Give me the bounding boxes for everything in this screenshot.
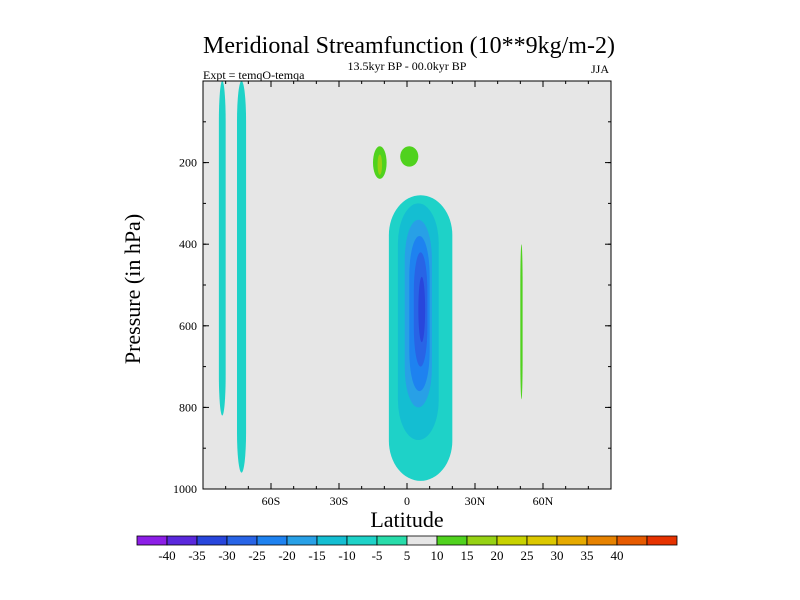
colorbar-label-14: 35: [581, 548, 594, 563]
chart-subtitle-right: JJA: [591, 62, 609, 76]
chart-subtitle-left: Expt = temqO-temqa: [203, 68, 305, 82]
contour-region-12: [377, 154, 383, 175]
contour-region-0: [218, 81, 226, 416]
colorbar-box-0: [136, 535, 168, 546]
axes: 60S 30S 0 30N 60N 200 400 600 800 1000: [173, 80, 612, 508]
contour-region-14: [520, 244, 523, 400]
colorbar-box-3: [226, 535, 258, 546]
colorbar-label-15: 40: [611, 548, 624, 563]
colorbar-label-8: 5: [404, 548, 411, 563]
x-tick-label-2: 0: [404, 494, 410, 508]
y-tick-label-1: 400: [179, 237, 197, 251]
colorbar-label-13: 30: [551, 548, 564, 563]
colorbar-box-2: [196, 535, 228, 546]
contour-region-7: [418, 276, 426, 343]
contour-region-10: [509, 81, 550, 469]
contour-region-1: [237, 81, 247, 473]
colorbar-box-15: [586, 535, 618, 546]
colorbar-box-5: [286, 535, 318, 546]
colorbar-box-7: [346, 535, 378, 546]
chart-title: Meridional Streamfunction (10**9kg/m-2): [203, 33, 615, 59]
y-tick-label-0: 200: [179, 156, 197, 170]
colorbar-box-9: [406, 535, 438, 546]
colorbar-label-5: -15: [308, 548, 325, 563]
colorbar-box-12: [496, 535, 528, 546]
colorbar-box-10: [436, 535, 468, 546]
colorbar-box-4: [256, 535, 288, 546]
colorbar-label-12: 25: [521, 548, 534, 563]
plot-area: [203, 81, 611, 489]
chart-subtitle-center: 13.5kyr BP - 00.0kyr BP: [348, 59, 467, 73]
y-tick-label-2: 600: [179, 319, 197, 333]
colorbar-label-6: -10: [338, 548, 355, 563]
colorbar-label-9: 10: [431, 548, 444, 563]
colorbar-label-3: -25: [248, 548, 265, 563]
colorbar-box-1: [166, 535, 198, 546]
colorbar-box-11: [466, 535, 498, 546]
x-axis-title: Latitude: [370, 507, 443, 532]
x-tick-label-0: 60S: [262, 494, 281, 508]
colorbar-label-7: -5: [372, 548, 383, 563]
contour-region-13: [400, 146, 419, 167]
colorbar-label-11: 20: [491, 548, 504, 563]
colorbar-box-17: [646, 535, 678, 546]
colorbar-label-1: -35: [188, 548, 205, 563]
y-tick-label-3: 800: [179, 400, 197, 414]
colorbar-box-8: [376, 535, 408, 546]
x-tick-label-3: 30N: [465, 494, 486, 508]
x-tick-label-4: 60N: [533, 494, 554, 508]
colorbar-label-10: 15: [461, 548, 474, 563]
contour-region-9: [481, 138, 491, 188]
colorbar: -40 -35 -30 -25 -20 -15 -10 -5 5 10 15 20 25 30 35 40: [136, 535, 678, 563]
colorbar-box-16: [616, 535, 648, 546]
x-tick-label-1: 30S: [330, 494, 349, 508]
colorbar-label-4: -20: [278, 548, 295, 563]
y-axis-title: Pressure (in hPa): [120, 214, 145, 364]
y-tick-label-4: 1000: [173, 482, 197, 496]
colorbar-label-2: -30: [218, 548, 235, 563]
colorbar-box-6: [316, 535, 348, 546]
contour-region-8: [366, 81, 421, 204]
colorbar-label-0: -40: [158, 548, 175, 563]
colorbar-box-14: [556, 535, 588, 546]
colorbar-box-13: [526, 535, 558, 546]
